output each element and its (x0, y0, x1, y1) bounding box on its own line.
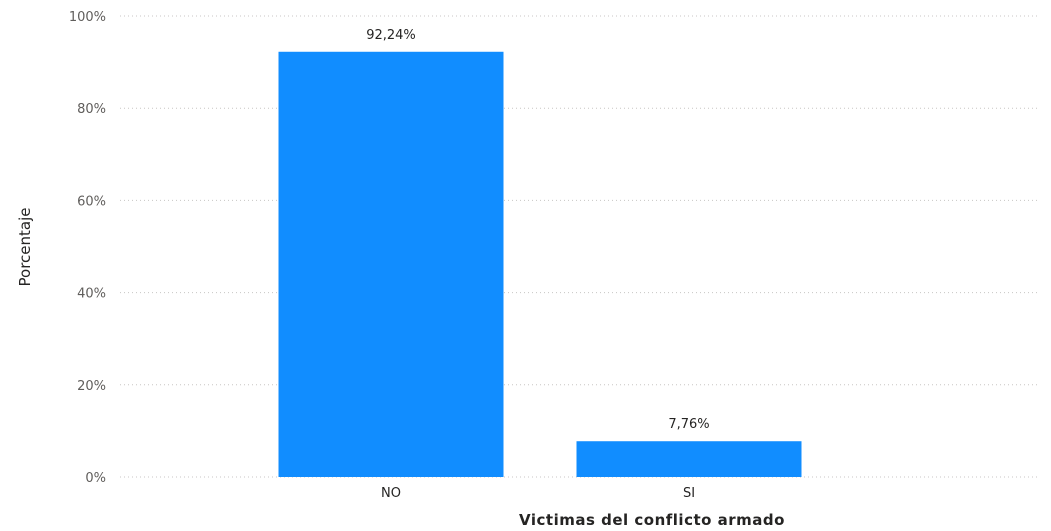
y-tick-label: 80% (77, 102, 106, 117)
y-tick-label: 20% (77, 379, 106, 394)
gridlines (120, 15, 1040, 478)
y-axis-title: Porcentaje (16, 208, 34, 287)
bar-si[interactable] (576, 441, 802, 477)
data-label-no: 92,24% (366, 28, 416, 43)
y-tick-label: 0% (85, 471, 106, 486)
bar-no[interactable] (278, 51, 504, 478)
y-axis-ticks: 0% 20% 40% 60% 80% 100% (69, 10, 106, 486)
y-tick-label: 60% (77, 194, 106, 209)
x-tick-label-no: NO (381, 486, 401, 501)
data-label-si: 7,76% (668, 417, 709, 432)
data-labels: 92,24% 7,76% (366, 28, 709, 432)
bars (278, 51, 802, 478)
x-axis-ticks: NO SI (381, 486, 695, 501)
y-tick-label: 40% (77, 287, 106, 302)
x-axis-title: Victimas del conflicto armado (519, 511, 785, 529)
x-tick-label-si: SI (683, 486, 695, 501)
y-tick-label: 100% (69, 10, 106, 25)
